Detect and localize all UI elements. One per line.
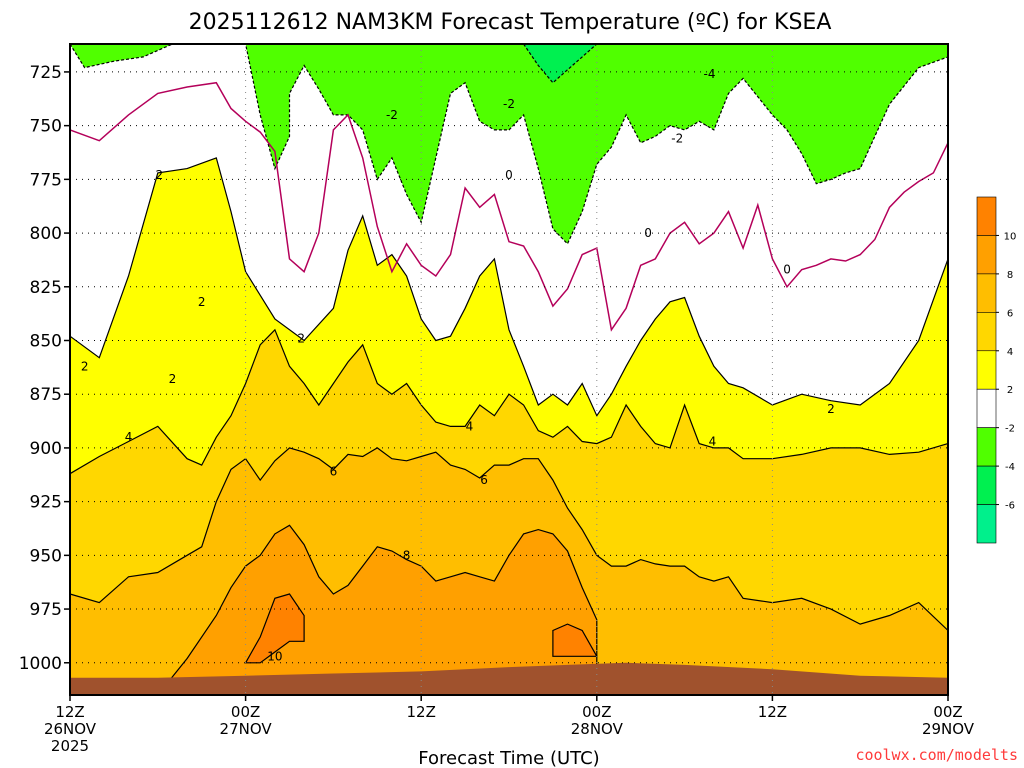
chart-title: 2025112612 NAM3KM Forecast Temperature (… [189, 10, 832, 35]
colorbar-swatch [976, 465, 997, 505]
y-tick-label: 825 [30, 278, 62, 298]
freezing-line [69, 81, 949, 332]
contour-label: 4 [125, 430, 133, 444]
y-tick-label: 800 [30, 224, 62, 244]
y-tick-label: 975 [30, 600, 62, 620]
x-tick-label: 28NOV [571, 720, 624, 738]
plot-frame [69, 43, 949, 696]
y-tick-label: 725 [30, 63, 62, 83]
y-tick-label: 775 [30, 170, 62, 190]
colorbar-swatch [976, 427, 997, 467]
colorbar-swatch [976, 273, 997, 313]
y-tick-label: 900 [30, 439, 62, 459]
contour-label: 4 [709, 434, 717, 448]
contour-labels: -4 -2 -2 -2 0 0 0 2 2 2 2 2 2 4 4 4 6 6 8 10 [81, 67, 835, 663]
x-tick-label: 2025 [51, 737, 89, 755]
contour-label: -2 [671, 132, 683, 146]
ground-fill [70, 662, 948, 695]
contour-label: 2 [198, 295, 206, 309]
x-tick-label: 00Z [582, 703, 611, 721]
temperature-bands [68, 43, 949, 696]
temperature-band [552, 623, 598, 657]
colorbar-swatch [976, 350, 997, 390]
temperature-band [244, 593, 305, 664]
colorbar-label: -2 [1005, 424, 1015, 435]
colorbar-label: 6 [1007, 308, 1013, 319]
colorbar-label: 10 [1004, 231, 1017, 242]
contour-label: 4 [466, 419, 474, 433]
colorbar-label: -6 [1005, 501, 1015, 512]
contour-label: 2 [827, 402, 835, 416]
colorbar-swatch [976, 235, 997, 275]
contour-label: 0 [644, 226, 652, 240]
contour-label: 2 [81, 359, 89, 373]
contour-label: 10 [267, 649, 282, 663]
colorbar-label: 4 [1007, 347, 1013, 358]
freezing-contour [69, 81, 949, 332]
y-tick-label: 925 [30, 493, 62, 513]
x-tick-label: 26NOV [44, 720, 97, 738]
x-tick-label: 29NOV [922, 720, 975, 738]
temperature-band [68, 43, 949, 245]
y-tick-label: 950 [30, 546, 62, 566]
contour-label: 2 [155, 168, 163, 182]
x-tick-label: 27NOV [220, 720, 273, 738]
colorbar-swatch [976, 196, 997, 236]
colorbar-label: 2 [1007, 385, 1013, 396]
x-tick-label: 00Z [231, 703, 260, 721]
colorbar-swatch [976, 388, 997, 428]
colorbar-label: 8 [1007, 270, 1013, 281]
ground-layer [70, 662, 948, 695]
contour-label: -2 [503, 97, 515, 111]
x-tick-label: 12Z [758, 703, 787, 721]
y-axis: 725 750 775 800 825 850 875 900 925 950 975 1000 [19, 63, 70, 674]
grid-lines [70, 44, 948, 695]
x-tick-label: 12Z [55, 703, 84, 721]
colorbar-swatch [976, 312, 997, 352]
x-tick-label: 00Z [933, 703, 962, 721]
contour-label: 6 [330, 465, 338, 479]
colorbar: 10 8 6 4 2 -2 -4 -6 [976, 196, 1017, 544]
contour-label: 2 [169, 372, 177, 386]
contour-label: 8 [403, 548, 411, 562]
y-tick-label: 1000 [19, 654, 62, 674]
x-axis-label: Forecast Time (UTC) [418, 748, 599, 768]
credit-text: coolwx.com/modelts [855, 746, 1018, 764]
colorbar-label: -4 [1005, 462, 1015, 473]
x-tick-label: 12Z [407, 703, 436, 721]
contour-label: 0 [783, 263, 791, 277]
contour-label: -2 [386, 108, 398, 122]
contour-label: 6 [480, 473, 488, 487]
y-tick-label: 750 [30, 117, 62, 137]
y-tick-label: 875 [30, 385, 62, 405]
contour-label: 2 [297, 331, 305, 345]
contour-label: 0 [505, 168, 513, 182]
colorbar-swatch [976, 504, 997, 544]
y-tick-label: 850 [30, 331, 62, 351]
contour-label: -4 [703, 67, 715, 81]
